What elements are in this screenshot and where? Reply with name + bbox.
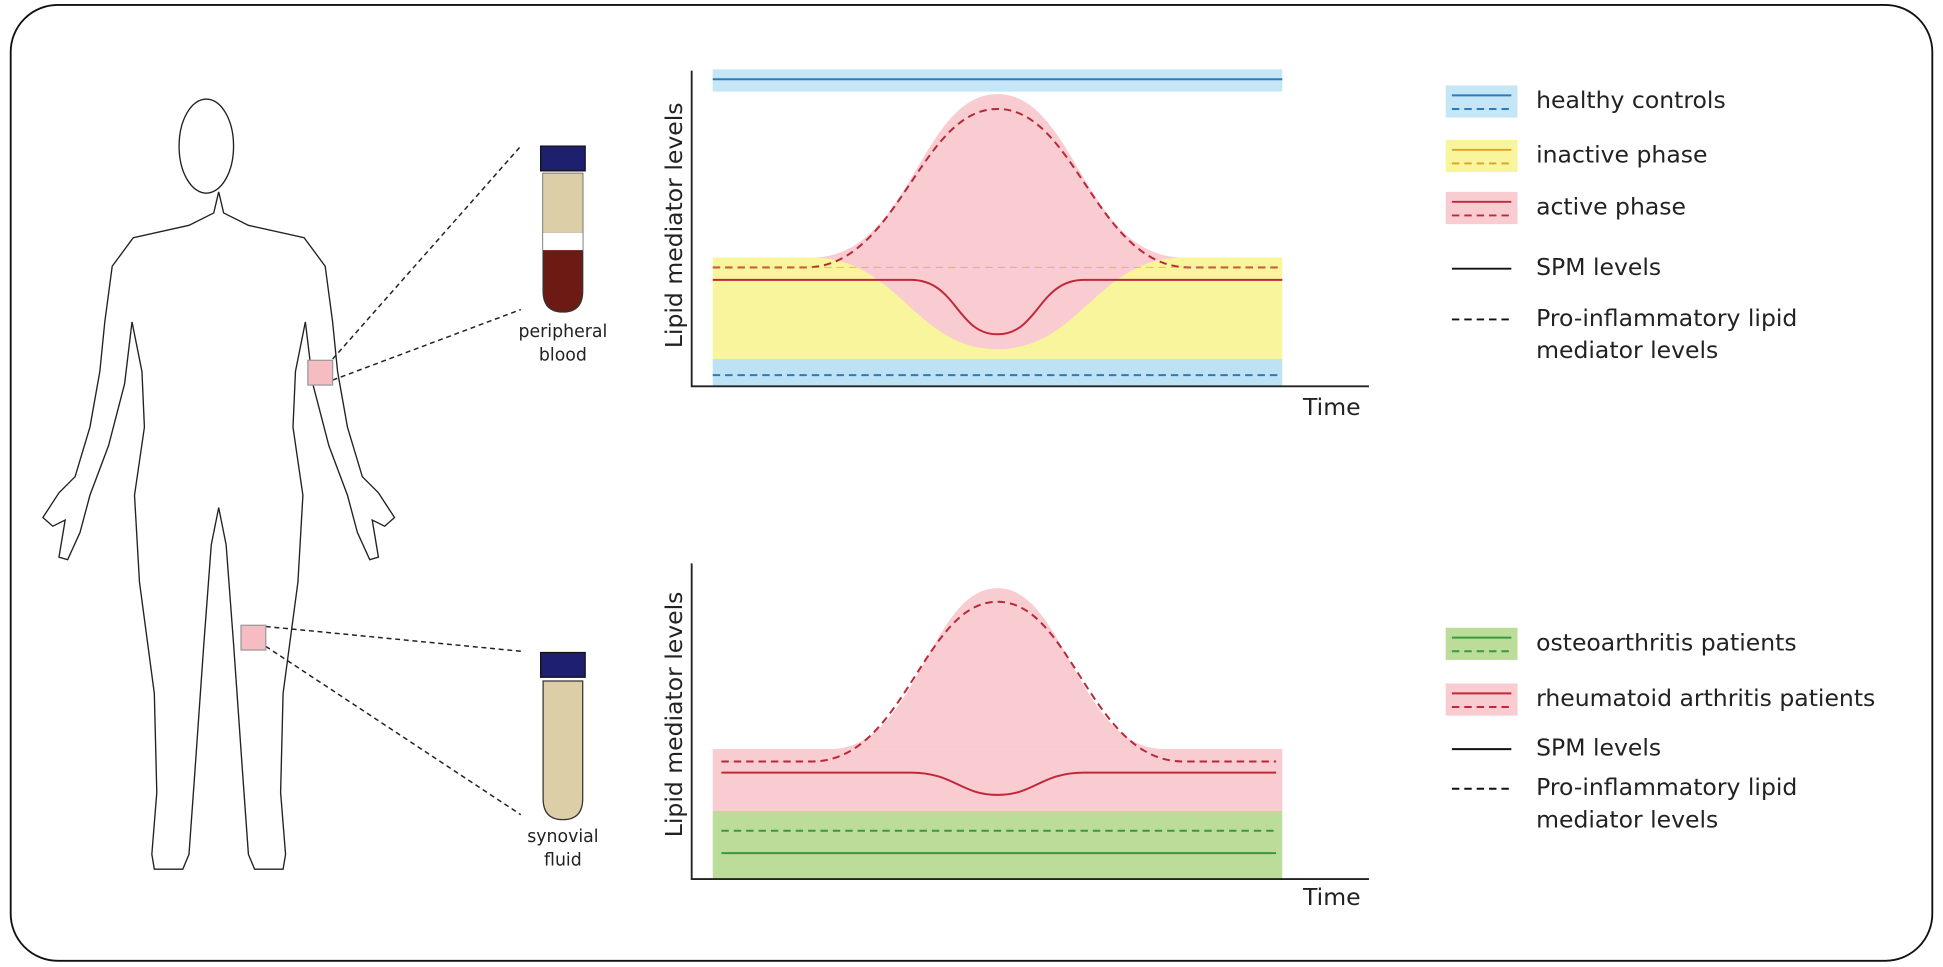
legend-swatch — [1446, 628, 1518, 660]
x-axis-label: Time — [1302, 883, 1361, 911]
legend-item: healthy controls — [1446, 85, 1726, 117]
buffy-coat — [543, 233, 583, 250]
x-axis-label: Time — [1302, 393, 1361, 421]
y-axis-label: Lipid mediator levels — [660, 592, 688, 838]
legend-swatch — [1446, 683, 1518, 715]
legend-label: SPM levels — [1536, 734, 1661, 762]
tube-body — [543, 681, 583, 820]
plasma — [543, 173, 583, 232]
legend-item: inactive phase — [1446, 140, 1708, 172]
sample-label: blood — [539, 345, 587, 365]
sample-site — [241, 625, 266, 650]
legend-label: active phase — [1536, 193, 1686, 221]
head — [179, 99, 233, 193]
legend-label: rheumatoid arthritis patients — [1536, 684, 1875, 712]
band-ra — [713, 749, 1283, 811]
page: {"samples": [{"label": ["peripheral", "b… — [0, 0, 1943, 967]
legend-item: active phase — [1446, 192, 1686, 224]
sample-label: fluid — [544, 850, 582, 870]
band-healthy — [713, 69, 1283, 91]
legend-label: inactive phase — [1536, 141, 1707, 169]
legend-label: healthy controls — [1536, 86, 1726, 114]
sample-label: synovial — [527, 827, 598, 847]
legend-label: mediator levels — [1536, 336, 1718, 364]
legend-label: Pro-inflammatory lipid — [1536, 773, 1797, 801]
band-healthy — [713, 359, 1283, 386]
legend-swatch — [1446, 192, 1518, 224]
legend-item: osteoarthritis patients — [1446, 628, 1797, 660]
legend-label: mediator levels — [1536, 805, 1718, 833]
legend-swatch — [1446, 85, 1518, 117]
cap — [541, 146, 586, 171]
figure: peripheral blood synovial fluid Lipid me… — [0, 0, 1943, 967]
sample-site — [308, 360, 333, 385]
band-oa — [713, 811, 1283, 879]
legend-swatch — [1446, 140, 1518, 172]
legend-label: Pro-inflammatory lipid — [1536, 304, 1797, 332]
legend-label: osteoarthritis patients — [1536, 628, 1797, 656]
legend-item: rheumatoid arthritis patients — [1446, 683, 1876, 715]
sample-label: peripheral — [519, 322, 608, 342]
y-axis-label: Lipid mediator levels — [660, 103, 688, 349]
legend-label: SPM levels — [1536, 253, 1661, 281]
cap — [541, 653, 586, 678]
